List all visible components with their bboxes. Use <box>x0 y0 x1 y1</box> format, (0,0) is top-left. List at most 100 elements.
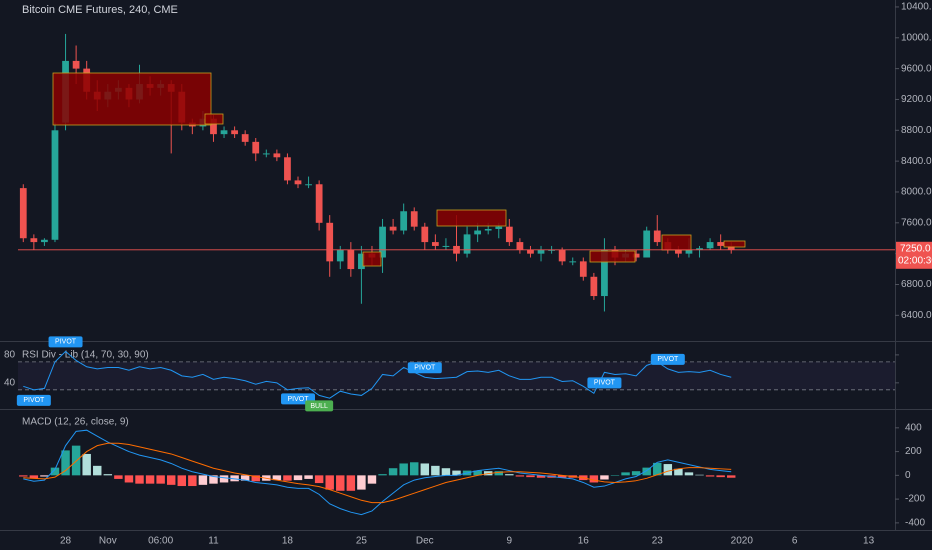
histogram-bar <box>103 474 113 476</box>
histogram-bar <box>304 475 313 479</box>
histogram-bar <box>695 474 704 476</box>
chart-title: Bitcoin CME Futures, 240, CME <box>22 4 178 16</box>
candle-body <box>220 130 228 135</box>
candle-body <box>727 245 735 250</box>
y-tick-label: 400 <box>905 422 922 433</box>
zone <box>204 113 224 125</box>
candle-body <box>579 261 587 277</box>
last-price-box <box>896 241 932 269</box>
x-tick-label: 2020 <box>731 536 754 547</box>
histogram-bar <box>631 471 641 476</box>
zone <box>723 240 746 248</box>
pivot-label-box <box>305 400 334 412</box>
histogram-bar <box>61 450 70 476</box>
histogram-bar <box>124 475 134 483</box>
y-tick-label: 0 <box>905 470 911 481</box>
candle-body <box>706 242 714 249</box>
y-tick-label: -400 <box>905 518 925 529</box>
x-tick-label: 28 <box>60 536 72 547</box>
last-price-label: 7250.0 <box>900 243 931 254</box>
pivot-label-box <box>587 377 622 389</box>
histogram-bar <box>600 475 609 480</box>
candle-body <box>601 249 608 297</box>
candle-body <box>569 261 577 263</box>
histogram-bar <box>399 463 408 476</box>
macd-line <box>23 429 732 516</box>
candle-body <box>685 249 693 254</box>
histogram-bar <box>219 475 229 483</box>
candle-body <box>210 118 217 135</box>
y-tick-label: 9600.0 <box>901 63 932 74</box>
candle-body <box>463 234 471 254</box>
histogram-bar <box>473 470 482 476</box>
candle-body <box>72 60 80 69</box>
x-tick-label: Nov <box>99 536 117 547</box>
histogram-bar <box>726 475 736 478</box>
x-tick-label: 6 <box>792 536 798 547</box>
histogram-bar <box>272 475 282 481</box>
pivot-label-box <box>48 336 83 348</box>
candle-body <box>358 253 365 270</box>
histogram-bar <box>346 475 356 491</box>
pivot-label: PIVOT <box>23 397 45 404</box>
histogram-bar <box>494 471 503 476</box>
candle-body <box>495 226 503 229</box>
candle-body <box>696 248 703 250</box>
candle-body <box>442 245 450 247</box>
histogram-bar <box>420 463 430 476</box>
histogram-bar <box>716 475 725 478</box>
histogram-bar <box>135 475 144 484</box>
histogram-bar <box>653 462 662 476</box>
histogram-bar <box>610 475 620 476</box>
candle-body <box>326 222 334 262</box>
zone <box>589 250 636 263</box>
histogram-bar <box>156 475 165 484</box>
histogram-bar <box>230 475 239 482</box>
y-tick-label: 8000.0 <box>901 187 932 198</box>
candle-body <box>431 242 439 246</box>
zone <box>52 72 212 126</box>
candle-body <box>675 249 682 254</box>
y-tick-label: -200 <box>905 494 925 505</box>
macd-title: MACD (12, 26, close, 9) <box>22 417 129 428</box>
histogram-bar <box>209 475 218 484</box>
y-tick-label: 10400.0 <box>901 2 932 13</box>
pivot-label-box <box>650 353 685 365</box>
y-tick-label: 80 <box>4 350 16 361</box>
histogram-bar <box>357 475 366 490</box>
histogram-bar <box>505 474 514 476</box>
histogram-bar <box>621 472 630 476</box>
y-tick-label: 7600.0 <box>901 217 932 228</box>
x-tick-label: 18 <box>282 536 294 547</box>
candle-body <box>421 226 429 243</box>
histogram-bar <box>410 462 419 476</box>
macd-line <box>23 442 732 504</box>
pivot-label: PIVOT <box>657 356 679 363</box>
candle-body <box>252 141 260 154</box>
candle-body <box>590 276 598 297</box>
candle-body <box>51 130 59 240</box>
candle-body <box>389 226 397 231</box>
y-tick-label: 10000.0 <box>901 32 932 43</box>
pivot-label: PIVOT <box>55 339 77 346</box>
histogram-bar <box>240 475 250 481</box>
histogram-bar <box>684 472 694 476</box>
histogram-bar <box>663 464 673 476</box>
candle-body <box>484 228 492 231</box>
histogram-bar <box>388 468 398 476</box>
x-tick-label: 16 <box>578 536 590 547</box>
histogram-bar <box>93 465 102 476</box>
x-tick-label: 13 <box>863 536 875 547</box>
histogram-bar <box>536 475 546 478</box>
zone <box>362 251 382 267</box>
histogram-bar <box>452 470 461 476</box>
histogram-bar <box>431 465 440 476</box>
y-tick-label: 6400.0 <box>901 310 932 321</box>
histogram-bar <box>50 467 60 476</box>
level-band <box>18 361 895 390</box>
histogram-bar <box>674 468 683 476</box>
histogram-bar <box>557 475 567 478</box>
histogram-bar <box>589 475 599 483</box>
candle-body <box>231 130 238 135</box>
histogram-bar <box>314 475 324 484</box>
